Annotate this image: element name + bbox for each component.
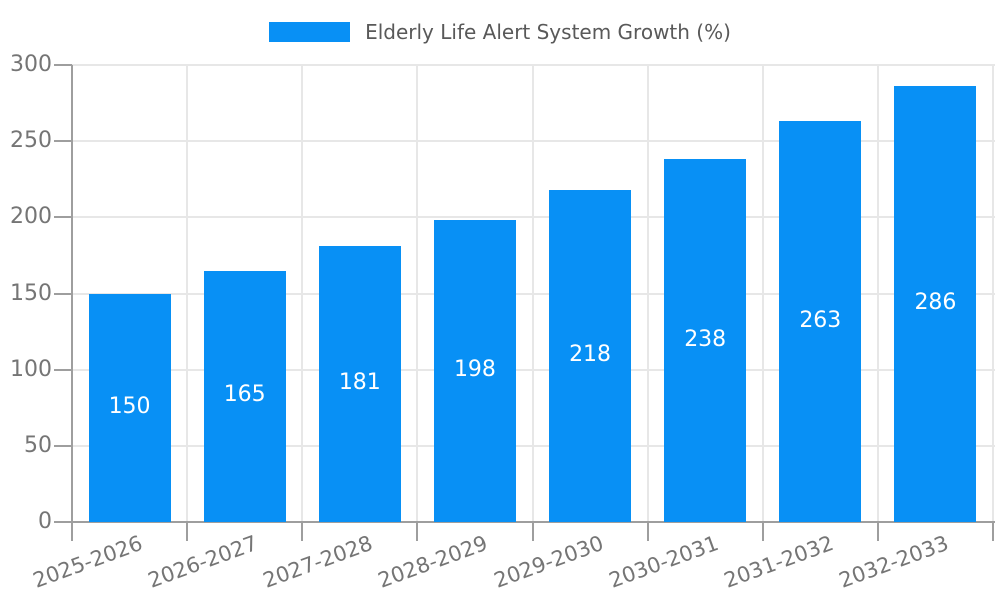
y-tick-label: 150 <box>10 280 52 306</box>
gridline-h <box>72 216 995 219</box>
x-axis-line <box>71 521 995 523</box>
bar <box>318 246 401 522</box>
x-tick <box>186 522 189 541</box>
gridline-h <box>72 444 995 447</box>
bar <box>203 270 286 522</box>
bar-value-label: 263 <box>799 307 842 333</box>
gridline-v <box>186 65 189 522</box>
y-tick-label: 250 <box>10 128 52 154</box>
legend: Elderly Life Alert System Growth (%) <box>0 20 1000 44</box>
gridline-v <box>416 65 419 522</box>
bar-value-label: 150 <box>108 393 151 419</box>
y-tick-label: 50 <box>24 432 52 458</box>
x-tick <box>416 522 419 541</box>
gridline-v <box>876 65 879 522</box>
gridline-h <box>72 292 995 295</box>
y-tick-label: 0 <box>38 509 52 534</box>
bar-value-label: 218 <box>569 341 612 367</box>
y-tick <box>54 444 72 447</box>
x-tick <box>301 522 304 541</box>
y-tick <box>54 521 72 523</box>
bar-value-label: 181 <box>338 370 381 396</box>
bar-value-label: 286 <box>914 290 957 316</box>
x-tick-label-text: 2032-2033 <box>835 531 952 593</box>
y-tick-label: 200 <box>10 204 52 230</box>
x-tick <box>71 522 73 541</box>
gridline-v <box>531 65 534 522</box>
y-tick <box>54 292 72 295</box>
bar <box>894 86 977 522</box>
y-tick-label: 300 <box>10 52 52 77</box>
bar-value-label: 198 <box>453 357 496 383</box>
bar-value-label: 238 <box>684 326 727 352</box>
bar-value-label: 165 <box>223 382 266 408</box>
bar <box>664 159 747 522</box>
x-tick-label-text: 2030-2031 <box>605 531 722 593</box>
y-tick <box>54 140 72 143</box>
gridline-h <box>72 368 995 371</box>
x-tick-label-text: 2031-2032 <box>720 531 837 593</box>
bar <box>88 293 171 522</box>
gridline-h <box>72 64 995 66</box>
bar <box>549 189 632 522</box>
y-tick-label: 100 <box>10 356 52 382</box>
y-tick <box>54 368 72 371</box>
gridline-h <box>72 140 995 143</box>
bar <box>433 220 516 522</box>
bar <box>779 121 862 522</box>
legend-label: Elderly Life Alert System Growth (%) <box>365 20 731 44</box>
y-axis-line <box>71 65 73 523</box>
x-tick <box>761 522 764 541</box>
x-tick-label-text: 2026-2027 <box>145 531 261 593</box>
x-tick-label-text: 2027-2028 <box>260 531 377 593</box>
x-tick-label-text: 2025-2026 <box>29 531 146 593</box>
x-tick <box>876 522 879 541</box>
y-tick <box>54 64 72 66</box>
gridline-v <box>992 65 994 522</box>
y-tick <box>54 216 72 219</box>
x-tick <box>992 522 994 541</box>
gridline-v <box>761 65 764 522</box>
x-tick <box>646 522 649 541</box>
x-tick <box>531 522 534 541</box>
legend-swatch <box>269 22 351 42</box>
gridline-v <box>646 65 649 522</box>
gridline-v <box>301 65 304 522</box>
x-tick-label-text: 2028-2029 <box>375 531 492 593</box>
x-tick-label-text: 2029-2030 <box>490 531 607 593</box>
